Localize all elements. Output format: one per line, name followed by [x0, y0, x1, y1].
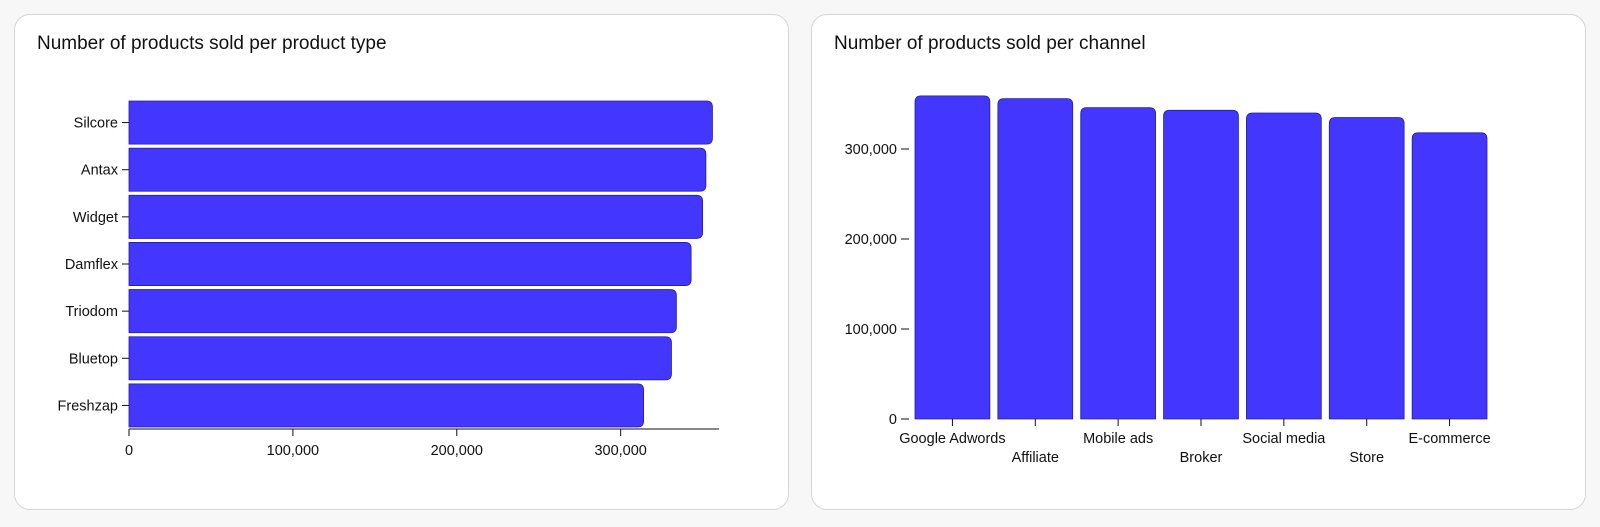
x-tick-label: Social media: [1242, 431, 1326, 447]
x-tick-label: Affiliate: [1012, 450, 1059, 466]
bar: [128, 100, 713, 145]
y-tick-label: Freshzap: [58, 398, 118, 414]
bar: [128, 336, 672, 381]
x-tick-label: 300,000: [594, 443, 646, 459]
y-tick-label: 100,000: [845, 322, 897, 338]
y-tick-label: Damflex: [65, 257, 119, 273]
chart-card-product-type: Number of products sold per product type…: [14, 14, 789, 510]
bar-chart-channel: Google Adwords Affiliate Mobile ads Broker S…: [845, 95, 1491, 466]
y-tick-label: Widget: [73, 210, 118, 226]
chart-card-channel: Number of products sold per channel Goog…: [811, 14, 1586, 510]
chart-title: Number of products sold per product type: [37, 33, 387, 54]
x-tick-label: Store: [1349, 450, 1384, 466]
x-tick-label: 0: [125, 443, 133, 459]
bar: [128, 242, 692, 286]
y-tick-label: 200,000: [845, 232, 897, 248]
x-tick-label: E-commerce: [1408, 431, 1490, 447]
x-tick-label: 200,000: [431, 443, 483, 459]
x-tick-label: Mobile ads: [1083, 431, 1153, 447]
bar: [1328, 117, 1405, 420]
bar: [914, 95, 991, 420]
y-tick-label: 0: [889, 412, 897, 428]
bar: [128, 289, 677, 334]
bar-chart-product-type: Silcore Antax Widget Damflex Triodom Bluetop F…: [58, 100, 719, 459]
chart-title: Number of products sold per channel: [834, 33, 1146, 54]
bar: [128, 383, 645, 428]
bar: [1411, 132, 1488, 420]
bar: [1246, 112, 1322, 420]
bar: [1163, 109, 1239, 420]
bar: [997, 98, 1074, 420]
y-tick-label: Bluetop: [69, 351, 118, 367]
bar: [128, 194, 704, 239]
y-tick-label: 300,000: [845, 142, 897, 158]
x-tick-label: 100,000: [267, 443, 319, 459]
bar: [1080, 107, 1156, 420]
y-tick-label: Silcore: [74, 116, 118, 132]
y-tick-label: Antax: [81, 163, 119, 179]
bar: [128, 147, 707, 192]
x-tick-label: Google Adwords: [899, 431, 1005, 447]
x-tick-label: Broker: [1180, 450, 1223, 466]
y-tick-label: Triodom: [65, 304, 118, 320]
